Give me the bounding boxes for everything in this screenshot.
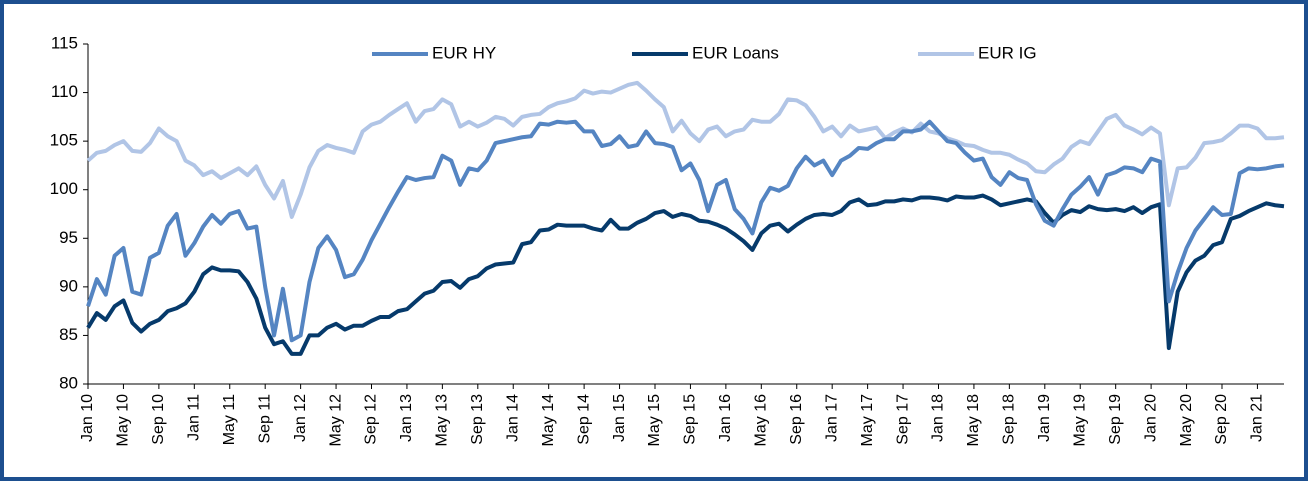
x-tick-label: May 11	[221, 394, 238, 445]
legend-label: EUR Loans	[692, 43, 779, 62]
x-tick-label: Sep 17	[894, 394, 911, 445]
x-tick-label: Sep 13	[469, 394, 486, 445]
x-tick-label: May 20	[1178, 394, 1195, 447]
x-tick-label: Sep 16	[788, 394, 805, 445]
y-tick-label: 110	[51, 82, 78, 101]
x-tick-label: Jan 17	[823, 394, 840, 442]
series-line	[86, 80, 1285, 219]
series-line	[86, 119, 1285, 343]
x-tick-label: Jan 11	[186, 394, 203, 441]
x-tick-label: Sep 15	[682, 394, 699, 445]
x-tick-label: May 14	[540, 394, 557, 447]
x-tick-label: Sep 10	[150, 394, 167, 445]
legend-label: EUR IG	[978, 43, 1037, 62]
x-tick-label: Jan 10	[79, 394, 96, 442]
x-tick-label: May 16	[753, 394, 770, 447]
x-tick-label: Jan 20	[1142, 394, 1159, 442]
x-tick-label: May 10	[115, 394, 132, 447]
x-tick-label: Jan 21	[1249, 394, 1266, 442]
x-tick-label: Sep 20	[1213, 394, 1230, 445]
x-tick-label: May 15	[646, 394, 663, 447]
y-tick-label: 115	[51, 33, 78, 52]
x-tick-label: May 18	[965, 394, 982, 447]
y-tick-label: 85	[59, 325, 78, 344]
x-tick-label: May 19	[1071, 394, 1088, 447]
y-tick-label: 90	[59, 276, 78, 295]
y-tick-label: 95	[59, 228, 78, 247]
y-tick-label: 105	[50, 131, 78, 150]
x-tick-label: Jan 13	[398, 394, 415, 442]
y-tick-label: 100	[50, 179, 78, 198]
x-tick-label: May 17	[859, 394, 876, 447]
x-tick-label: Jan 19	[1036, 394, 1053, 442]
x-tick-label: Jan 14	[504, 394, 521, 442]
x-tick-label: Sep 19	[1107, 394, 1124, 445]
x-tick-label: Jan 15	[611, 394, 628, 442]
legend-label: EUR HY	[432, 43, 496, 62]
x-tick-label: Jan 18	[930, 394, 947, 442]
x-tick-label: May 12	[327, 394, 344, 447]
x-tick-label: Jan 16	[717, 394, 734, 442]
y-tick-label: 80	[59, 373, 78, 392]
x-tick-label: Jan 12	[292, 394, 309, 442]
x-tick-label: May 13	[434, 394, 451, 447]
x-tick-label: Sep 12	[363, 394, 380, 445]
x-tick-label: Sep 11	[256, 394, 273, 444]
x-tick-label: Sep 14	[575, 394, 592, 445]
series-line	[86, 193, 1285, 356]
x-tick-label: Sep 18	[1001, 394, 1018, 445]
